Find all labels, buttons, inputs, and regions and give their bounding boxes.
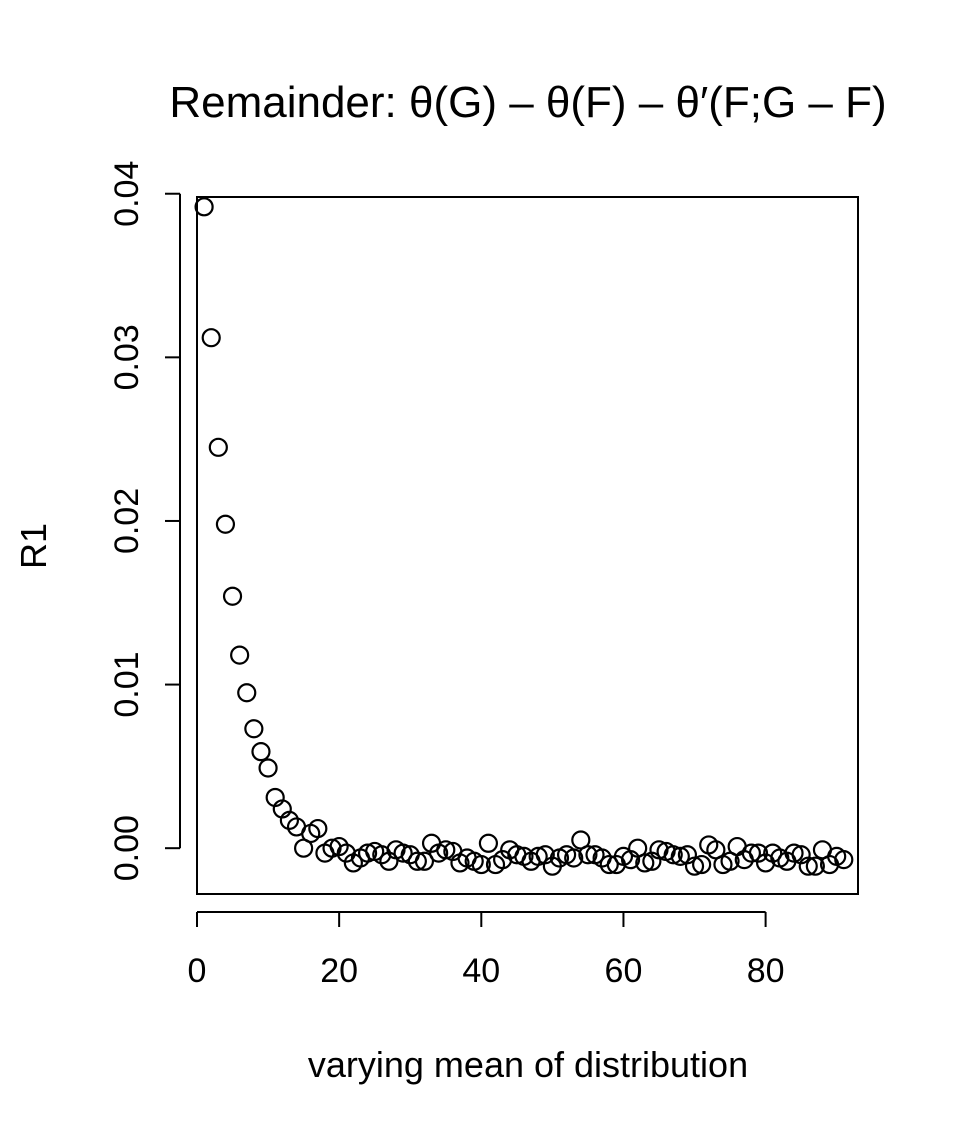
y-axis-label: R1 [13,523,54,569]
data-point [692,854,712,875]
data-point [237,683,257,703]
data-point [436,840,456,860]
data-point [670,846,690,866]
y-tick-label: 0.01 [108,651,146,717]
data-point [357,843,378,863]
x-tick-label: 40 [462,952,500,990]
x-axis: 0 20 40 60 80 [188,911,785,990]
data-point [414,851,435,871]
data-points [194,197,854,876]
y-tick-label: 0.02 [108,488,146,554]
data-point [308,818,328,839]
x-tick-label: 60 [605,952,643,990]
data-point [834,850,854,870]
data-point [478,833,499,853]
data-point [798,856,818,876]
data-point [599,854,619,875]
data-point [684,856,705,876]
x-tick-label: 20 [320,952,358,990]
data-point [215,514,236,534]
data-point [222,586,243,606]
data-point [251,742,271,762]
y-tick-label: 0.03 [108,324,146,390]
data-point [208,437,228,457]
data-point [663,845,683,865]
data-point [564,848,584,868]
chart-title: Remainder: θ(G) – θ(F) – θ′(F;G – F) [169,78,886,127]
data-point [741,843,761,863]
data-point [784,843,804,863]
y-tick-label: 0.04 [108,161,146,227]
data-point [230,645,250,665]
data-point [393,843,413,863]
x-tick-label: 80 [747,952,785,990]
data-point [279,810,299,830]
x-axis-label: varying mean of distribution [308,1044,748,1085]
data-point [329,836,349,857]
data-point [407,851,427,871]
data-point [194,197,214,217]
plot-frame [196,196,859,895]
data-point [471,854,491,875]
data-point [244,719,264,739]
y-axis: 0.00 0.01 0.02 0.03 0.04 [108,161,181,881]
x-tick-label: 0 [188,952,207,990]
y-tick-label: 0.00 [108,815,146,881]
data-point [748,843,769,863]
data-point [201,328,221,348]
data-point [528,846,548,866]
data-point [635,853,655,873]
data-point [805,856,825,876]
data-point [258,758,278,778]
data-point [578,845,598,865]
